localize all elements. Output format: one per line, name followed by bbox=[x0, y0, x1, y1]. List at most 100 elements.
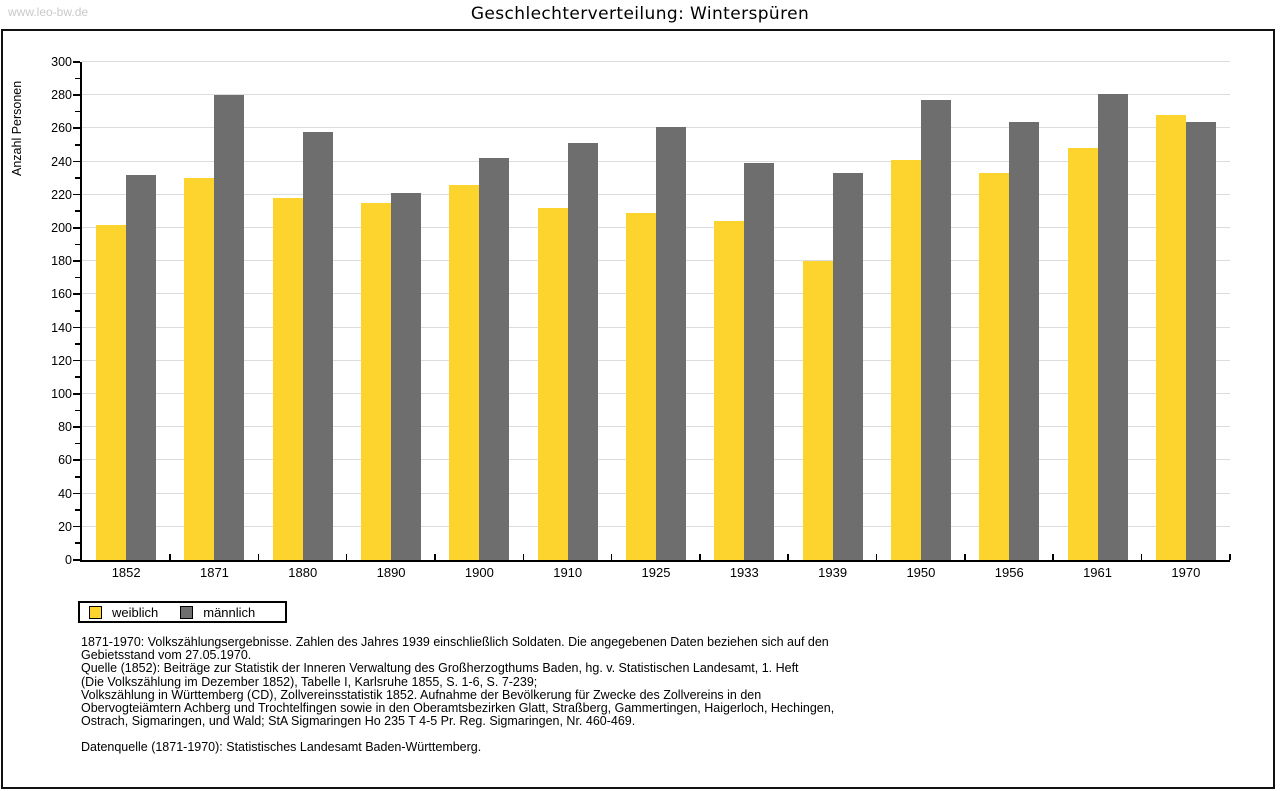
y-axis-minor-tick bbox=[75, 509, 80, 511]
y-axis-major-tick bbox=[73, 393, 80, 395]
bar-maennlich-1961 bbox=[1097, 93, 1128, 560]
bar-weiblich-1925 bbox=[626, 213, 656, 560]
x-axis-tick bbox=[699, 554, 701, 560]
x-axis-label-1956: 1956 bbox=[994, 565, 1024, 580]
y-axis-tick-label: 280 bbox=[51, 88, 72, 103]
y-axis-minor-tick bbox=[75, 310, 80, 312]
bar-maennlich-1910 bbox=[567, 143, 598, 560]
x-axis-label-1900: 1900 bbox=[464, 565, 494, 580]
x-axis-label-1890: 1890 bbox=[376, 565, 406, 580]
x-axis-label-1910: 1910 bbox=[553, 565, 583, 580]
y-axis-major-tick bbox=[73, 127, 80, 129]
bar-maennlich-1890 bbox=[391, 193, 422, 560]
chart-title: Geschlechterverteilung: Winterspüren bbox=[470, 4, 810, 24]
legend-label-maennlich: männlich bbox=[203, 604, 256, 620]
bar-maennlich-1852 bbox=[126, 174, 157, 560]
source-notes: 1871-1970: Volkszählungsergebnisse. Zahl… bbox=[81, 635, 1201, 755]
x-axis-label-1880: 1880 bbox=[288, 565, 318, 580]
bar-weiblich-1970 bbox=[1155, 115, 1186, 560]
y-axis-tick-label: 40 bbox=[58, 486, 72, 501]
source-note-line: Volkszählung in Württemberg (CD), Zollve… bbox=[81, 687, 762, 702]
y-axis-major-tick bbox=[73, 426, 80, 428]
x-axis-label-1939: 1939 bbox=[818, 565, 848, 580]
y-axis-major-tick bbox=[73, 61, 80, 63]
bar-weiblich-1871 bbox=[184, 178, 215, 560]
watermark: www.leo-bw.de bbox=[8, 5, 89, 19]
datenquelle-line: Datenquelle (1871-1970): Statistisches L… bbox=[81, 740, 482, 755]
bar-maennlich-1871 bbox=[214, 95, 245, 560]
bar-weiblich-1890 bbox=[361, 203, 392, 560]
bar-weiblich-1852 bbox=[96, 224, 127, 560]
plot-area: 0 20 40 60 80 100 120 140 160 180 200 220 240 260 280 3… bbox=[51, 55, 1231, 580]
bar-maennlich-1970 bbox=[1185, 121, 1216, 560]
y-axis-tick-label: 0 bbox=[65, 553, 72, 567]
gridline-280 bbox=[82, 94, 1230, 96]
source-note-line: Ostrach, Sigmaringen, und Wald; StA Sigm… bbox=[81, 714, 636, 729]
y-axis-tick-label: 60 bbox=[58, 453, 72, 468]
bar-maennlich-1933 bbox=[744, 163, 775, 560]
y-axis-tick-label: 80 bbox=[58, 420, 72, 435]
y-axis-tick-label: 120 bbox=[51, 353, 72, 368]
x-axis-label-1852: 1852 bbox=[111, 565, 141, 580]
bar-weiblich-1880 bbox=[272, 198, 303, 560]
x-axis-tick bbox=[434, 554, 436, 560]
y-axis-minor-tick bbox=[75, 144, 80, 146]
y-axis-minor-tick bbox=[75, 110, 80, 113]
y-axis-major-tick bbox=[73, 193, 80, 196]
y-axis-tick-label: 240 bbox=[51, 154, 72, 169]
bar-weiblich-1939 bbox=[802, 261, 833, 560]
y-axis-major-tick bbox=[73, 559, 80, 561]
gridline-300 bbox=[82, 61, 1230, 62]
legend-label-weiblich: weiblich bbox=[112, 604, 159, 620]
bar-maennlich-1939 bbox=[832, 173, 863, 560]
y-axis-tick-label: 300 bbox=[51, 55, 72, 69]
x-axis-label-1925: 1925 bbox=[641, 565, 671, 580]
x-axis-label-1950: 1950 bbox=[906, 565, 936, 580]
y-axis-major-tick bbox=[73, 227, 80, 229]
source-note-line: Obervogteiämtern Achberg und Trochtelfin… bbox=[81, 701, 835, 716]
bar-weiblich-1950 bbox=[890, 159, 921, 560]
x-axis-tick bbox=[345, 554, 348, 560]
source-note-line: (Die Volkszählung im Dezember 1852), Tab… bbox=[81, 674, 538, 689]
x-axis-tick bbox=[1229, 554, 1231, 560]
x-axis-tick bbox=[1052, 554, 1054, 560]
x-axis-label-1970: 1970 bbox=[1171, 565, 1201, 580]
legend-swatch-weiblich bbox=[89, 605, 102, 619]
bar-weiblich-1956 bbox=[979, 173, 1010, 560]
bar-maennlich-1900 bbox=[479, 158, 510, 560]
y-axis-tick-label: 20 bbox=[58, 519, 72, 534]
y-axis-tick-label: 160 bbox=[51, 287, 72, 302]
x-axis-tick bbox=[787, 554, 789, 560]
legend-swatch-maennlich bbox=[180, 605, 194, 619]
y-axis-minor-tick bbox=[75, 376, 80, 378]
y-axis-major-tick bbox=[73, 94, 80, 96]
y-axis-minor-tick bbox=[75, 177, 80, 179]
y-axis-minor-tick bbox=[75, 343, 80, 345]
x-axis-label-1961: 1961 bbox=[1083, 565, 1112, 580]
y-axis-tick-label: 180 bbox=[51, 254, 72, 269]
x-axis-label-1933: 1933 bbox=[729, 565, 759, 580]
y-axis-major-tick bbox=[73, 326, 80, 329]
y-axis-minor-tick bbox=[75, 243, 80, 246]
bar-weiblich-1910 bbox=[537, 208, 568, 560]
x-axis-tick bbox=[257, 554, 260, 560]
y-axis-tick-label: 260 bbox=[51, 121, 72, 136]
legend: weiblich männlich bbox=[78, 601, 287, 623]
y-axis-major-tick bbox=[73, 160, 80, 163]
x-axis-tick bbox=[610, 554, 613, 560]
y-axis-major-tick bbox=[73, 359, 80, 362]
y-axis-major-tick bbox=[73, 492, 80, 495]
source-note-line: Quelle (1852): Beiträge zur Statistik de… bbox=[81, 661, 799, 676]
y-axis-minor-tick bbox=[75, 476, 80, 478]
y-axis-minor-tick bbox=[75, 276, 80, 279]
y-axis-tick-label: 140 bbox=[51, 320, 72, 335]
y-axis-major-tick bbox=[73, 525, 80, 528]
y-axis-title: Anzahl Personen bbox=[10, 80, 24, 176]
y-axis-tick-label: 220 bbox=[51, 187, 72, 202]
y-axis-major-tick bbox=[73, 459, 80, 461]
y-axis-tick-label: 100 bbox=[51, 387, 72, 401]
y-axis-minor-tick bbox=[75, 542, 80, 544]
source-note-line: 1871-1970: Volkszählungsergebnisse. Zahl… bbox=[81, 635, 829, 649]
x-axis-tick bbox=[169, 554, 171, 560]
x-axis-tick bbox=[522, 554, 525, 560]
